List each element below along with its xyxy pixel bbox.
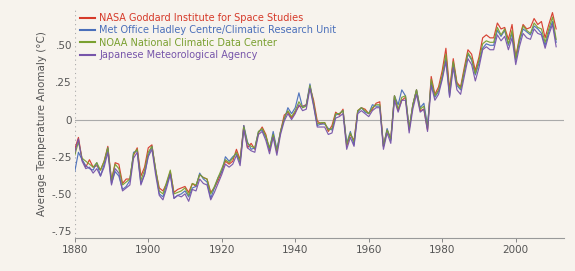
Met Office Hadley Centre/Climatic Research Unit: [112, 170, 118, 173]
NASA Goddard Institute for Space Studies: [553, 27, 559, 31]
Japanese Meteorological Agency: [553, 45, 559, 49]
NOAA National Climatic Data Center: [130, 152, 137, 155]
NOAA National Climatic Data Center: [71, 154, 78, 157]
NASA Goddard Institute for Space Studies: [461, 66, 467, 69]
NASA Goddard Institute for Space Studies: [549, 11, 556, 14]
Met Office Hadley Centre/Climatic Research Unit: [461, 70, 467, 74]
NASA Goddard Institute for Space Studies: [171, 191, 178, 194]
NOAA National Climatic Data Center: [549, 15, 556, 19]
Japanese Meteorological Agency: [71, 151, 78, 154]
Japanese Meteorological Agency: [112, 167, 118, 170]
Japanese Meteorological Agency: [465, 57, 471, 60]
Met Office Hadley Centre/Climatic Research Unit: [222, 155, 229, 158]
Line: Met Office Hadley Centre/Climatic Research Unit: Met Office Hadley Centre/Climatic Resear…: [75, 21, 556, 198]
NASA Goddard Institute for Space Studies: [112, 161, 118, 164]
NOAA National Climatic Data Center: [553, 38, 559, 41]
NASA Goddard Institute for Space Studies: [465, 48, 471, 51]
NASA Goddard Institute for Space Studies: [130, 154, 137, 157]
Line: Japanese Meteorological Agency: Japanese Meteorological Agency: [75, 24, 556, 201]
NOAA National Climatic Data Center: [185, 194, 192, 197]
Met Office Hadley Centre/Climatic Research Unit: [553, 41, 559, 44]
Japanese Meteorological Agency: [461, 75, 467, 78]
Line: NASA Goddard Institute for Space Studies: NASA Goddard Institute for Space Studies: [75, 12, 556, 192]
NASA Goddard Institute for Space Studies: [237, 158, 244, 161]
Japanese Meteorological Agency: [549, 23, 556, 26]
Line: NOAA National Climatic Data Center: NOAA National Climatic Data Center: [75, 17, 556, 195]
Japanese Meteorological Agency: [222, 163, 229, 166]
Japanese Meteorological Agency: [237, 164, 244, 167]
Japanese Meteorological Agency: [130, 157, 137, 160]
NOAA National Climatic Data Center: [465, 51, 471, 54]
Met Office Hadley Centre/Climatic Research Unit: [237, 161, 244, 164]
Met Office Hadley Centre/Climatic Research Unit: [130, 151, 137, 154]
Met Office Hadley Centre/Climatic Research Unit: [465, 53, 471, 56]
Japanese Meteorological Agency: [185, 200, 192, 203]
Met Office Hadley Centre/Climatic Research Unit: [71, 170, 78, 173]
Met Office Hadley Centre/Climatic Research Unit: [549, 20, 556, 23]
NASA Goddard Institute for Space Studies: [71, 148, 78, 151]
NOAA National Climatic Data Center: [222, 158, 229, 161]
Y-axis label: Average Temperature Anomaly (°C): Average Temperature Anomaly (°C): [37, 31, 47, 216]
NOAA National Climatic Data Center: [112, 163, 118, 166]
NOAA National Climatic Data Center: [237, 160, 244, 163]
NOAA National Climatic Data Center: [461, 69, 467, 72]
Met Office Hadley Centre/Climatic Research Unit: [171, 197, 178, 200]
Legend: NASA Goddard Institute for Space Studies, Met Office Hadley Centre/Climatic Rese: NASA Goddard Institute for Space Studies…: [79, 13, 336, 60]
NASA Goddard Institute for Space Studies: [222, 160, 229, 163]
